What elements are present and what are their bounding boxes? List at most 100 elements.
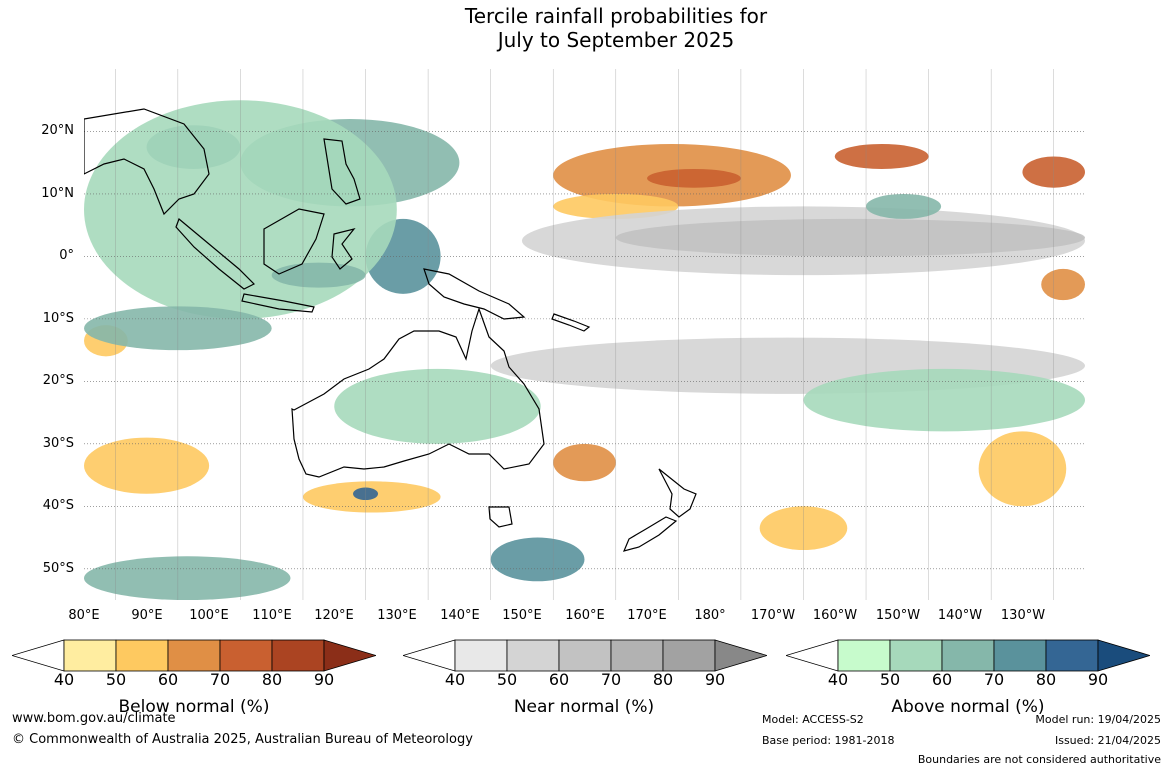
copyright-text: © Commonwealth of Australia 2025, Austra… — [12, 732, 473, 747]
colorbar-label-below: Below normal (%) — [118, 697, 270, 717]
colorbar-tick: 50 — [496, 670, 518, 689]
colorbar-segment — [506, 639, 560, 672]
lon-label: 90°E — [131, 608, 163, 623]
colorbar-label-above: Above normal (%) — [891, 697, 1045, 717]
region-below-10 — [553, 443, 616, 482]
model-text: Model: ACCESS-S2 — [762, 713, 864, 726]
region-near-13 — [615, 218, 1085, 257]
colorbar-tick: 90 — [704, 670, 726, 689]
website-link[interactable]: www.bom.gov.au/climate — [12, 711, 176, 726]
colorbar-tick: 70 — [600, 670, 622, 689]
colorbar-tick: 40 — [827, 670, 849, 689]
region-below-9 — [978, 431, 1067, 507]
coast-java — [241, 293, 315, 313]
colorbar-tick: 70 — [983, 670, 1005, 689]
region-above-23 — [490, 537, 585, 582]
colorbar-tick: 80 — [1035, 670, 1057, 689]
coastlines — [84, 108, 697, 552]
colorbar-tick: 40 — [444, 670, 466, 689]
lon-label: 130°E — [377, 608, 417, 623]
colorbar-upper-extend — [323, 639, 376, 672]
colorbar-segment — [610, 639, 664, 672]
lat-label: 10°S — [42, 311, 74, 326]
colorbar-segment — [219, 639, 273, 672]
region-above-24 — [803, 368, 1085, 432]
lon-label: 110°E — [252, 608, 292, 623]
colorbar-tick: 60 — [157, 670, 179, 689]
lon-label: 130°W — [1000, 608, 1046, 623]
colorbar-upper-extend — [1097, 639, 1150, 672]
coast-tasmania — [488, 506, 513, 528]
colorbar-tick: 40 — [53, 670, 75, 689]
colorbar-near-normal — [403, 639, 767, 672]
colorbar-lower-extend — [12, 639, 65, 672]
colorbar-segment — [271, 639, 325, 672]
lon-label: 180° — [694, 608, 726, 623]
issued-text: Issued: 21/04/2025 — [1054, 734, 1161, 747]
colorbar-tick: 50 — [105, 670, 127, 689]
colorbar-above-normal — [786, 639, 1150, 672]
colorbar-lower-extend — [403, 639, 456, 672]
lat-label: 30°S — [42, 436, 74, 451]
region-above-19 — [271, 262, 366, 288]
colorbar-upper-extend — [714, 639, 767, 672]
lon-label: 120°E — [314, 608, 354, 623]
coast-borneo — [263, 208, 325, 275]
lon-label: 170°E — [627, 608, 667, 623]
coast-australia — [291, 307, 545, 478]
disclaimer-text: Boundaries are not considered authoritat… — [917, 753, 1161, 766]
lat-label: 10°N — [41, 186, 74, 201]
colorbar-tick: 80 — [652, 670, 674, 689]
coast-solomon-islands — [551, 313, 591, 332]
title-line-2: July to September 2025 — [497, 28, 735, 52]
region-below-5 — [1041, 268, 1085, 301]
region-above-22 — [84, 556, 291, 600]
lat-label: 50°S — [42, 561, 74, 576]
region-below-2 — [834, 143, 929, 169]
region-above-20 — [334, 368, 541, 444]
lon-label: 140°E — [440, 608, 480, 623]
region-below-7 — [84, 437, 210, 494]
coast-new-zealand-south — [622, 516, 678, 552]
lat-label: 0° — [59, 248, 74, 263]
lon-label: 150°E — [502, 608, 542, 623]
colorbar-segment — [889, 639, 943, 672]
title-line-1: Tercile rainfall probabilities for — [464, 4, 768, 28]
colorbar-tick: 90 — [313, 670, 335, 689]
lon-label: 150°W — [875, 608, 921, 623]
colorbar-segment — [662, 639, 716, 672]
colorbar-tick: 70 — [209, 670, 231, 689]
lon-label: 160°E — [565, 608, 605, 623]
lon-label: 140°W — [937, 608, 983, 623]
colorbar-segment — [558, 639, 612, 672]
lon-label: 100°E — [189, 608, 229, 623]
colorbar-segment — [454, 639, 508, 672]
colorbar-tick: 50 — [879, 670, 901, 689]
colorbar-segment — [941, 639, 995, 672]
base-period-text: Base period: 1981-2018 — [762, 734, 895, 747]
colorbar-segment — [63, 639, 117, 672]
map-canvas — [84, 69, 1085, 600]
lon-label: 170°W — [750, 608, 796, 623]
coast-philippines — [323, 138, 361, 205]
colorbar-segment — [1045, 639, 1099, 672]
colorbar-tick: 60 — [931, 670, 953, 689]
lat-label: 20°N — [41, 123, 74, 138]
colorbar-below-normal — [12, 639, 376, 672]
region-above-25 — [866, 193, 942, 219]
coast-new-guinea — [423, 268, 526, 320]
probability-map — [84, 69, 1085, 600]
lon-label: 160°W — [812, 608, 858, 623]
map-title: Tercile rainfall probabilities for July … — [0, 4, 1173, 52]
colorbar-segment — [993, 639, 1047, 672]
colorbar-tick: 80 — [261, 670, 283, 689]
lat-label: 40°S — [42, 498, 74, 513]
colorbar-tick: 90 — [1087, 670, 1109, 689]
coast-indochina — [84, 108, 210, 216]
coast-new-zealand-north — [658, 468, 697, 518]
model-run-text: Model run: 19/04/2025 — [1035, 713, 1161, 726]
colorbar-segment — [115, 639, 169, 672]
gridlines — [84, 69, 1085, 600]
region-below-1 — [647, 168, 741, 188]
lon-label: 80°E — [68, 608, 100, 623]
